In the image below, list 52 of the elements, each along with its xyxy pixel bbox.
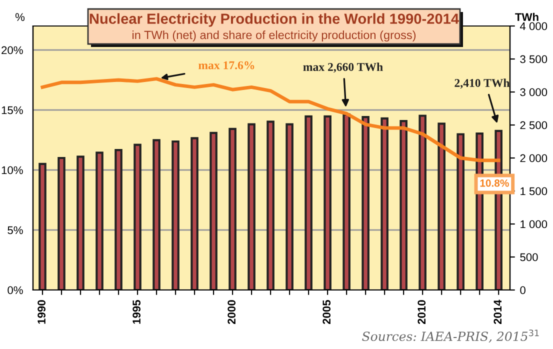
bar	[362, 116, 370, 290]
bar	[152, 139, 160, 290]
bar	[400, 120, 408, 290]
y2-tick-label: 4 000	[520, 22, 548, 30]
x-tick-label: 1995	[132, 300, 141, 324]
bar	[438, 122, 446, 290]
y2-tick-label: 2 000	[520, 154, 548, 162]
chart-subtitle: in TWh (net) and share of electricity production (gross)	[132, 30, 416, 42]
y-axis-title: %	[15, 13, 25, 21]
bar	[58, 156, 66, 290]
y2-axis-title: TWh	[515, 12, 538, 21]
bar	[248, 123, 256, 290]
x-tick-label: 2014	[494, 300, 502, 324]
bar	[114, 149, 122, 290]
source-note: Sources: IAEA-PRIS, 2015$^{31}$	[362, 330, 539, 343]
x-tick-label: 2010	[418, 300, 426, 324]
chart-title: Nuclear Electricity Production in the World 1990-2014	[90, 13, 459, 27]
bar	[134, 144, 142, 290]
x-tick-label: 2000	[228, 300, 236, 324]
annotation: 10.8%	[480, 179, 509, 187]
bar	[210, 132, 218, 290]
y-tick-label: 10%	[2, 166, 23, 174]
y-tick-label: 15%	[2, 106, 23, 114]
bar	[266, 120, 274, 290]
bar	[38, 162, 46, 290]
y2-tick-label: 1 000	[520, 220, 548, 228]
y2-tick-label: 1 500	[520, 187, 548, 196]
bar	[324, 115, 332, 290]
annotation: max 2,660 TWh	[303, 62, 383, 73]
y-tick-label: 5%	[8, 226, 23, 234]
annotation: max 17.6%	[198, 61, 254, 70]
bar	[190, 137, 198, 290]
bar	[76, 156, 84, 290]
bar	[342, 113, 350, 290]
y2-tick-label: 0	[520, 286, 526, 294]
annotation: 2,410 TWh	[454, 78, 510, 89]
bar	[380, 117, 388, 290]
y2-tick-label: 3 500	[520, 55, 548, 64]
y2-tick-label: 500	[520, 253, 538, 262]
x-tick-label: 2005	[322, 300, 331, 324]
y2-tick-label: 2 500	[520, 121, 548, 130]
y-tick-label: 20%	[2, 46, 23, 54]
x-tick-label: 1990	[38, 300, 46, 324]
bar	[418, 114, 426, 290]
bar	[228, 128, 236, 290]
bar	[96, 152, 104, 290]
y-tick-label: 0%	[8, 286, 23, 294]
bar	[304, 115, 312, 290]
bar	[286, 123, 294, 290]
bar	[172, 140, 180, 290]
y2-tick-label: 3 000	[520, 88, 548, 96]
bar	[456, 133, 464, 290]
